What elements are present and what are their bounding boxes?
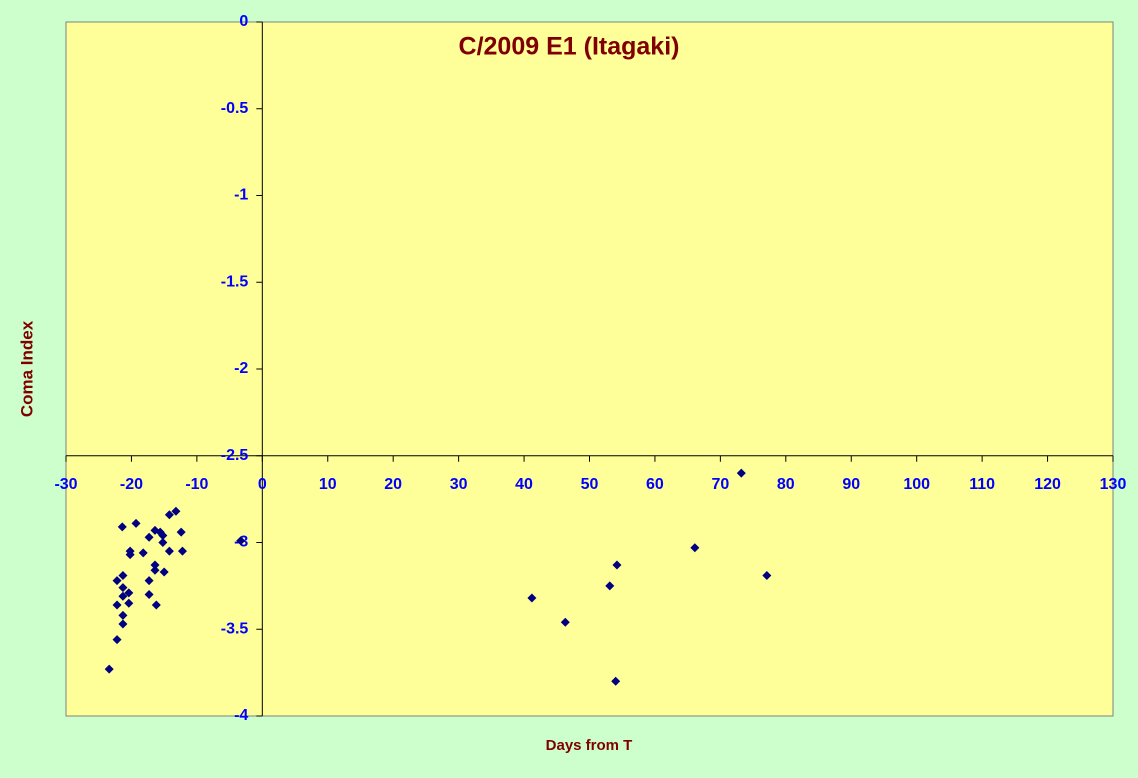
point (131, 518, 141, 528)
point (151, 600, 161, 610)
point (104, 664, 114, 674)
point (118, 583, 128, 593)
point (125, 550, 135, 560)
x-tick-label: 0 (258, 476, 267, 493)
point (236, 536, 246, 546)
point (112, 635, 122, 645)
point (150, 565, 160, 575)
y-tick-label: -2.5 (221, 447, 249, 464)
y-tick-label: -1.5 (221, 273, 249, 290)
point (158, 531, 168, 541)
x-tick-label: 50 (581, 476, 599, 493)
x-tick-label: 90 (842, 476, 860, 493)
point (112, 576, 122, 586)
plot-area (65, 21, 1114, 717)
point (138, 548, 148, 558)
point (164, 546, 174, 556)
x-tick-label: 120 (1034, 476, 1061, 493)
point (176, 527, 186, 537)
point (118, 619, 128, 629)
y-tick-label: -4 (234, 707, 248, 724)
point (117, 522, 127, 532)
point (560, 617, 570, 627)
y-tick-label: -2 (234, 360, 248, 377)
point (144, 576, 154, 586)
point (118, 610, 128, 620)
x-tick-label: 130 (1100, 476, 1127, 493)
y-tick-label: -1 (234, 187, 248, 204)
point (118, 570, 128, 580)
x-axis-label: Days from T (546, 737, 633, 754)
x-tick-label: 40 (515, 476, 533, 493)
y-tick-label: -0.5 (221, 100, 249, 117)
x-tick-label: 110 (969, 476, 995, 493)
x-tick-label: 80 (777, 476, 795, 493)
point (612, 560, 622, 570)
point (736, 468, 746, 478)
point (150, 560, 160, 570)
x-tick-label: 10 (319, 476, 337, 493)
chart-title: C/2009 E1 (Itagaki) (459, 33, 680, 61)
x-tick-label: -30 (54, 476, 77, 493)
point (164, 510, 174, 520)
point (611, 676, 621, 686)
x-tick-label: 100 (903, 476, 930, 493)
y-tick-label: 0 (239, 13, 248, 30)
point (690, 543, 700, 553)
point (124, 588, 134, 598)
x-tick-label: 30 (450, 476, 468, 493)
point (605, 581, 615, 591)
x-tick-label: -20 (120, 476, 143, 493)
x-tick-label: 20 (384, 476, 402, 493)
point (118, 591, 128, 601)
point (112, 600, 122, 610)
point (177, 546, 187, 556)
y-axis-label: Coma Index (17, 320, 36, 417)
point (144, 532, 154, 542)
point (144, 590, 154, 600)
point (124, 598, 134, 608)
point (158, 538, 168, 547)
x-tick-label: 60 (646, 476, 664, 493)
x-tick-label: 70 (711, 476, 729, 493)
point (527, 593, 537, 603)
point (159, 567, 169, 577)
point (762, 570, 772, 580)
y-tick-label: -3.5 (221, 620, 249, 637)
point (171, 506, 181, 516)
x-tick-label: -10 (185, 476, 208, 493)
